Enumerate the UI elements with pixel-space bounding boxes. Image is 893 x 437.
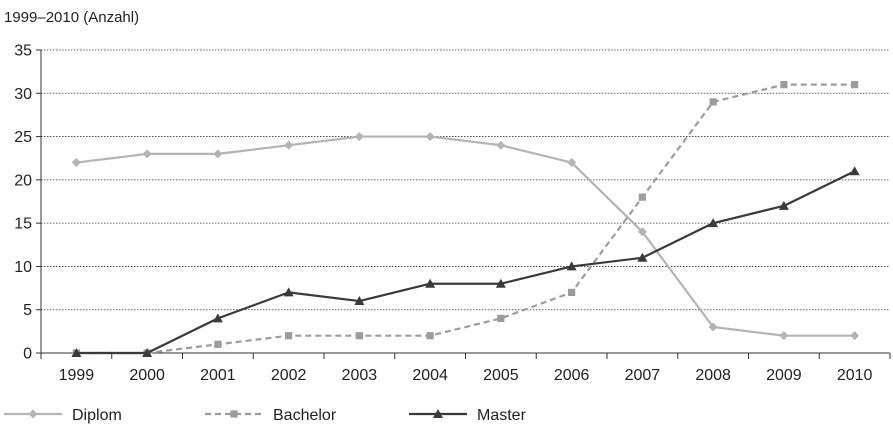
x-tick-label: 1999: [59, 367, 95, 384]
x-tick-label: 2005: [483, 367, 519, 384]
data-point-diplom: [779, 331, 789, 341]
legend-marker-bachelor: [230, 410, 238, 418]
x-tick-label: 2006: [554, 367, 590, 384]
series-line-diplom: [76, 135, 855, 337]
data-point-master: [778, 200, 789, 210]
data-point-bachelor: [426, 332, 434, 340]
series-line-master: [76, 170, 856, 355]
data-point-diplom: [567, 158, 577, 168]
data-point-bachelor: [851, 81, 859, 89]
data-point-master: [71, 348, 82, 357]
data-point-diplom: [71, 158, 81, 168]
y-tick-label: 15: [14, 216, 32, 233]
y-tick-label: 5: [23, 302, 32, 319]
legend-item-bachelor: Bachelor: [205, 407, 337, 424]
data-point-master: [425, 278, 436, 288]
data-point-diplom: [354, 132, 364, 142]
data-point-diplom: [637, 227, 647, 237]
data-point-diplom: [213, 149, 223, 159]
x-tick-label: 2007: [625, 367, 661, 384]
data-point-diplom: [425, 132, 435, 142]
x-tick-label: 2010: [837, 367, 873, 384]
data-point-diplom: [708, 322, 718, 332]
data-point-diplom: [284, 140, 294, 150]
data-point-master: [708, 218, 719, 228]
series-bachelor: [72, 81, 859, 357]
y-tick-label: 35: [14, 43, 32, 60]
data-point-bachelor: [285, 332, 293, 340]
data-point-master: [637, 252, 648, 262]
chart-subtitle: 1999–2010 (Anzahl): [4, 9, 139, 26]
series-diplom: [71, 132, 860, 341]
legend-item-master: Master: [409, 407, 527, 424]
x-tick-label: 2002: [271, 367, 307, 384]
series-master: [71, 166, 860, 357]
gridlines: [41, 49, 890, 311]
legend-item-diplom: Diplom: [4, 407, 122, 424]
data-point-master: [495, 278, 506, 288]
legend-label-bachelor: Bachelor: [273, 407, 337, 424]
y-tick-label: 30: [14, 86, 32, 103]
data-point-bachelor: [568, 288, 576, 296]
y-tick-label: 25: [14, 129, 32, 146]
series-line-bachelor: [76, 83, 855, 355]
y-tick-label: 0: [23, 346, 32, 363]
data-point-master: [283, 287, 294, 297]
y-tick-label: 20: [14, 172, 32, 189]
data-point-master: [354, 296, 365, 306]
data-point-diplom: [142, 149, 152, 159]
data-point-bachelor: [355, 332, 363, 340]
y-tick-label: 10: [14, 259, 32, 276]
legend-marker-master: [433, 409, 443, 418]
data-point-master: [566, 261, 577, 271]
x-tick-label: 2004: [412, 367, 448, 384]
legend-marker-diplom: [28, 409, 38, 419]
x-tick-label: 2000: [129, 367, 165, 384]
data-point-bachelor: [638, 193, 646, 201]
data-point-bachelor: [497, 314, 505, 322]
legend: Diplom Bachelor Master: [4, 407, 527, 424]
data-point-master: [212, 313, 223, 323]
x-tick-label: 2008: [695, 367, 731, 384]
legend-label-master: Master: [477, 407, 527, 424]
data-point-master: [142, 348, 153, 357]
series-lines: [71, 81, 860, 357]
x-tick-label: 2009: [766, 367, 802, 384]
data-point-bachelor: [780, 81, 788, 89]
data-point-bachelor: [709, 98, 717, 106]
legend-label-diplom: Diplom: [72, 407, 122, 424]
data-point-diplom: [496, 140, 506, 150]
data-point-bachelor: [214, 340, 222, 348]
data-point-diplom: [850, 331, 860, 341]
x-tick-label: 2003: [342, 367, 378, 384]
axes: 0 5 10 15 20 25 30 35 1999 2000 2001 2002 2003 2004 20…: [14, 43, 891, 384]
data-point-master: [849, 166, 860, 176]
x-tick-label: 2001: [200, 367, 236, 384]
